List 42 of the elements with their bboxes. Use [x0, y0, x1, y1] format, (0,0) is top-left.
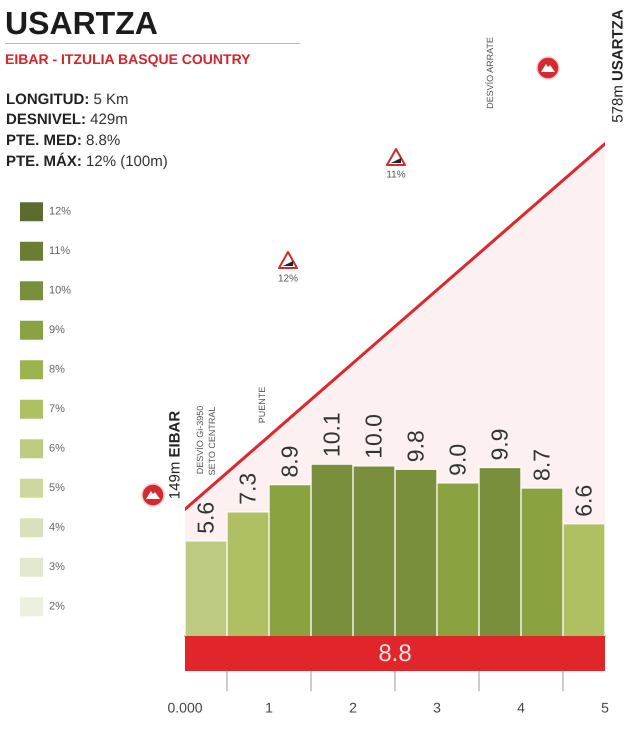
- data-label: 9.8: [402, 430, 428, 462]
- legend-label: 9%: [49, 324, 66, 336]
- legend-label: 6%: [49, 442, 66, 455]
- legend-label: 3%: [49, 561, 66, 574]
- chart-title: USARTZA: [5, 5, 158, 42]
- data-label: 8.9: [276, 446, 302, 478]
- data-label: 9.9: [486, 428, 512, 461]
- data-label: 578m USARTZA: [610, 9, 626, 122]
- data-label: 10.0: [360, 414, 386, 459]
- annotation: PUENTE: [257, 386, 267, 424]
- annotation: 12%: [278, 274, 298, 284]
- legend-label: 4%: [49, 522, 66, 534]
- text: 8.8: [378, 640, 412, 668]
- x-tick-label: 5: [601, 699, 610, 716]
- x-tick-label: 1: [265, 699, 274, 716]
- legend-label: 11%: [49, 245, 70, 258]
- chart-subtitle: EIBAR - ITZULIA BASQUE COUNTRY: [5, 51, 251, 67]
- annotation: SETO CENTRAL: [207, 406, 217, 476]
- data-label: 7.3: [234, 472, 260, 505]
- legend-label: 7%: [49, 403, 66, 416]
- legend-label: 10%: [49, 284, 72, 297]
- annotation: 11%: [386, 170, 406, 180]
- data-label: 149m EIBAR: [166, 411, 184, 500]
- legend-label: 12%: [49, 206, 72, 218]
- data-label: 9.0: [444, 444, 470, 476]
- annotation: DESVÍO Gi-3950: [195, 406, 205, 474]
- text: DESVÍO ARRATE: [485, 37, 495, 109]
- legend-label: 8%: [49, 364, 66, 376]
- x-tick-label: 0.000: [167, 699, 203, 716]
- legend-label: 2%: [49, 600, 66, 613]
- data-label: 6.6: [570, 484, 596, 517]
- text: DESNIVEL: 429m: [6, 111, 128, 128]
- x-tick-label: 4: [517, 699, 526, 716]
- data-label: 8.7: [528, 448, 554, 481]
- text: LONGITUD: 5 Km: [6, 91, 129, 108]
- text: PTE. MED: 8.8%: [6, 132, 120, 149]
- x-tick-label: 2: [349, 699, 358, 716]
- x-tick-label: 3: [433, 699, 442, 716]
- legend-label: 5%: [49, 482, 66, 494]
- data-label: 10.1: [318, 412, 344, 458]
- data-label: 5.6: [192, 502, 218, 534]
- text: PTE. MÁX: 12% (100m): [6, 153, 168, 170]
